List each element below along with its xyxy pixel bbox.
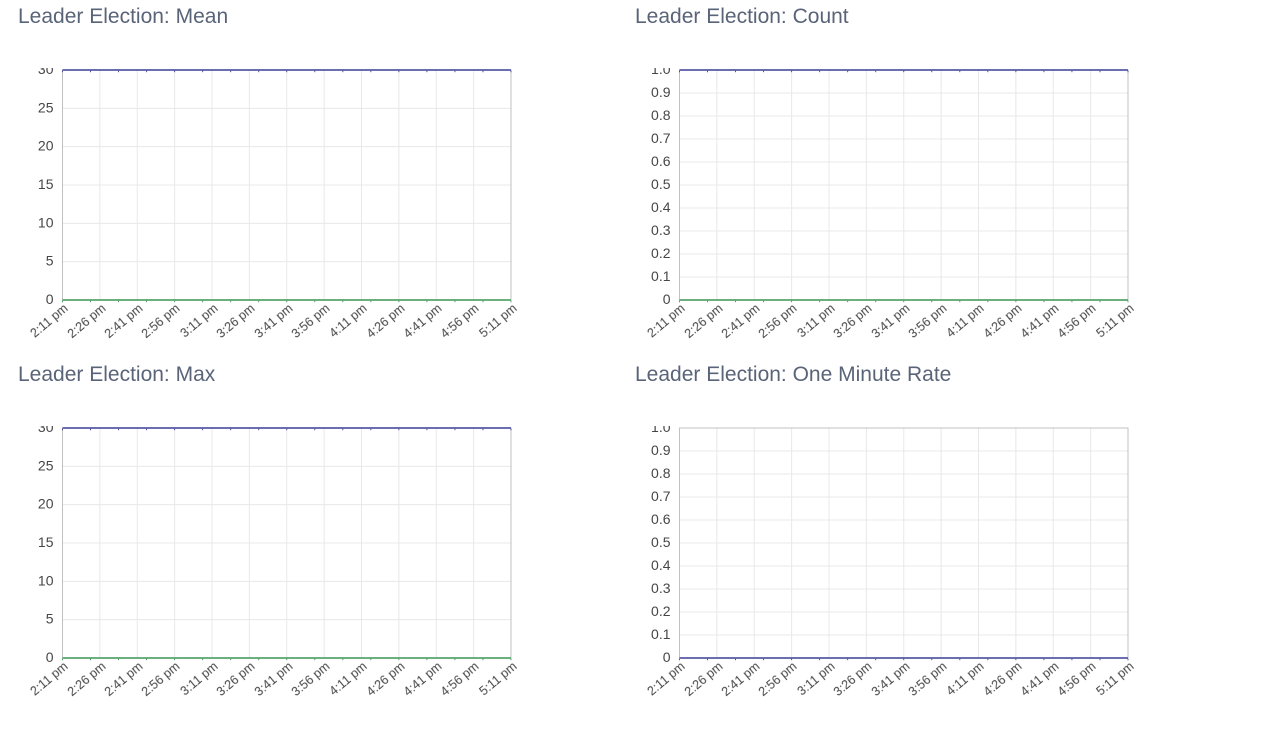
svg-text:10: 10: [38, 573, 54, 589]
svg-text:0.9: 0.9: [651, 442, 671, 458]
svg-text:15: 15: [38, 534, 54, 550]
svg-text:0: 0: [46, 291, 54, 307]
svg-text:0.5: 0.5: [651, 176, 671, 192]
svg-text:0: 0: [46, 649, 54, 665]
svg-text:1.0: 1.0: [651, 426, 671, 435]
svg-text:0.1: 0.1: [651, 626, 671, 642]
svg-text:0.1: 0.1: [651, 268, 671, 284]
svg-text:0.4: 0.4: [651, 557, 671, 573]
svg-text:25: 25: [38, 100, 54, 116]
svg-text:0.7: 0.7: [651, 488, 671, 504]
svg-text:0: 0: [663, 649, 671, 665]
svg-text:0.5: 0.5: [651, 534, 671, 550]
svg-text:0.7: 0.7: [651, 130, 671, 146]
svg-text:0.9: 0.9: [651, 84, 671, 100]
svg-text:0.6: 0.6: [651, 153, 671, 169]
svg-text:5: 5: [46, 253, 54, 269]
svg-text:20: 20: [38, 496, 54, 512]
svg-text:20: 20: [38, 138, 54, 154]
svg-text:0.8: 0.8: [651, 107, 671, 123]
svg-text:25: 25: [38, 458, 54, 474]
svg-text:1.0: 1.0: [651, 68, 671, 77]
svg-text:30: 30: [38, 426, 54, 435]
svg-text:0.4: 0.4: [651, 199, 671, 215]
svg-text:0.2: 0.2: [651, 603, 671, 619]
svg-text:10: 10: [38, 215, 54, 231]
svg-text:0.2: 0.2: [651, 245, 671, 261]
svg-text:0.8: 0.8: [651, 465, 671, 481]
svg-text:15: 15: [38, 176, 54, 192]
svg-text:0.3: 0.3: [651, 222, 671, 238]
svg-text:0: 0: [663, 291, 671, 307]
svg-text:0.3: 0.3: [651, 580, 671, 596]
svg-text:30: 30: [38, 68, 54, 77]
svg-text:0.6: 0.6: [651, 511, 671, 527]
svg-text:5: 5: [46, 611, 54, 627]
